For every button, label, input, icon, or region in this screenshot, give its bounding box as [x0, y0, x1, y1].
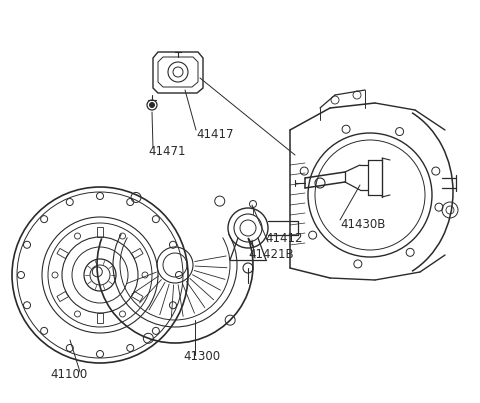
Text: 41430B: 41430B [340, 218, 385, 231]
Circle shape [149, 102, 155, 108]
Polygon shape [153, 52, 203, 93]
Text: 41100: 41100 [50, 368, 87, 381]
Text: 41300: 41300 [183, 350, 220, 363]
Text: 41421B: 41421B [248, 248, 294, 261]
Text: 41471: 41471 [148, 145, 185, 158]
Text: 41417: 41417 [196, 128, 233, 141]
Text: 41412: 41412 [265, 232, 302, 245]
